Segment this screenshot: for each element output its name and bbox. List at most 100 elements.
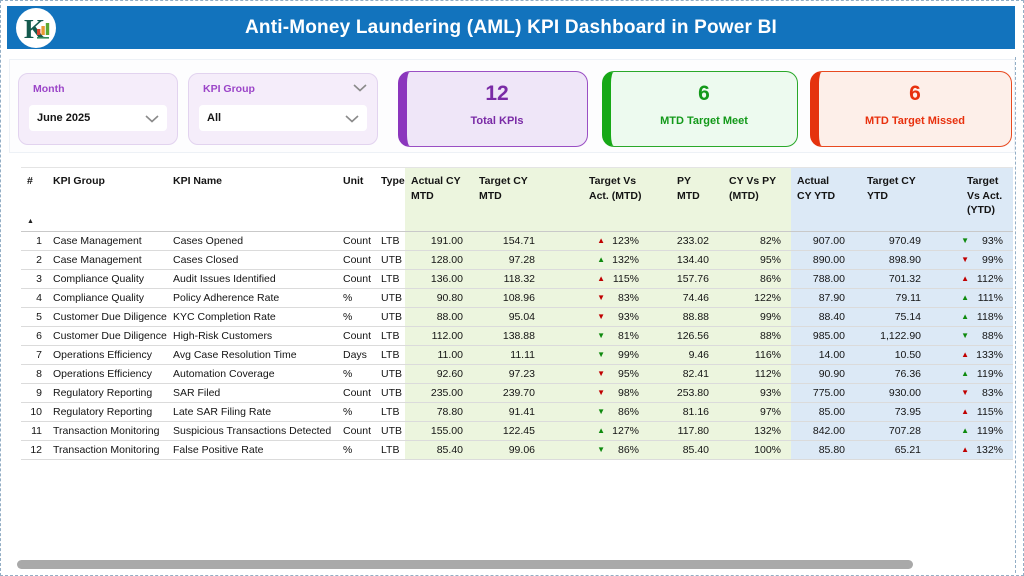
- cell-py-mtd: 74.46: [649, 288, 719, 308]
- cell-row-number: 5: [21, 307, 47, 327]
- cell-unit: Count: [337, 383, 375, 403]
- trend-arrow-icon: ▼: [597, 445, 605, 454]
- trend-arrow-icon: ▲: [961, 350, 969, 359]
- cell-type: UTB: [375, 307, 405, 327]
- chevron-down-icon[interactable]: [345, 114, 359, 123]
- cell-kpi-name: Policy Adherence Rate: [167, 288, 337, 308]
- cell-kpi-name: Late SAR Filing Rate: [167, 402, 337, 422]
- cell-actual-cy-mtd: 90.80: [405, 288, 473, 308]
- cell-py-mtd: 85.40: [649, 440, 719, 460]
- cell-cy-vs-py-mtd: 112%: [719, 364, 791, 384]
- cell-target-cy-mtd: 239.70: [473, 383, 545, 403]
- cell-target-vs-act-ytd: ▼ 99%: [931, 250, 1013, 270]
- cell-unit: %: [337, 402, 375, 422]
- col-header-target-cy-mtd[interactable]: Target CY MTD: [473, 167, 545, 232]
- kpi-group-dropdown[interactable]: All: [199, 105, 367, 131]
- kpi-group-slicer-label: KPI Group: [203, 83, 255, 95]
- company-logo: K: [13, 6, 59, 55]
- cell-row-number: 8: [21, 364, 47, 384]
- table-row[interactable]: 7 Operations Efficiency Avg Case Resolut…: [21, 345, 1013, 365]
- cell-type: UTB: [375, 288, 405, 308]
- cell-target-cy-mtd: 122.45: [473, 421, 545, 441]
- cell-type: LTB: [375, 402, 405, 422]
- col-header-kpi-group[interactable]: KPI Group: [47, 167, 167, 232]
- col-header-actual-cy-ytd[interactable]: Actual CY YTD: [791, 167, 855, 232]
- table-row[interactable]: 11 Transaction Monitoring Suspicious Tra…: [21, 421, 1013, 441]
- cell-kpi-group: Customer Due Diligence: [47, 326, 167, 346]
- month-dropdown[interactable]: June 2025: [29, 105, 167, 131]
- cell-row-number: 11: [21, 421, 47, 441]
- table-row[interactable]: 4 Compliance Quality Policy Adherence Ra…: [21, 288, 1013, 308]
- col-header-row-number[interactable]: # ▲: [21, 167, 47, 232]
- cell-actual-cy-mtd: 11.00: [405, 345, 473, 365]
- cell-target-cy-mtd: 97.28: [473, 250, 545, 270]
- trend-percent: 119%: [976, 425, 1003, 437]
- table-row[interactable]: 8 Operations Efficiency Automation Cover…: [21, 364, 1013, 384]
- cell-target-cy-mtd: 108.96: [473, 288, 545, 308]
- col-header-unit[interactable]: Unit: [337, 167, 375, 232]
- cell-actual-cy-ytd: 788.00: [791, 269, 855, 289]
- trend-percent: 119%: [976, 368, 1003, 380]
- cell-target-vs-act-ytd: ▲ 119%: [931, 421, 1013, 441]
- trend-arrow-icon: ▲: [597, 426, 605, 435]
- cell-target-vs-act-mtd: ▼ 86%: [545, 402, 649, 422]
- cell-type: LTB: [375, 326, 405, 346]
- cell-row-number: 3: [21, 269, 47, 289]
- table-row[interactable]: 1 Case Management Cases Opened Count LTB…: [21, 231, 1013, 251]
- table-row[interactable]: 5 Customer Due Diligence KYC Completion …: [21, 307, 1013, 327]
- cell-row-number: 9: [21, 383, 47, 403]
- cell-kpi-group: Regulatory Reporting: [47, 402, 167, 422]
- trend-arrow-icon: ▲: [961, 426, 969, 435]
- cell-target-vs-act-ytd: ▲ 112%: [931, 269, 1013, 289]
- table-row[interactable]: 10 Regulatory Reporting Late SAR Filing …: [21, 402, 1013, 422]
- cell-py-mtd: 82.41: [649, 364, 719, 384]
- cell-py-mtd: 233.02: [649, 231, 719, 251]
- col-header-target-cy-ytd[interactable]: Target CY YTD: [855, 167, 931, 232]
- chevron-down-icon[interactable]: [145, 114, 159, 123]
- table-row[interactable]: 3 Compliance Quality Audit Issues Identi…: [21, 269, 1013, 289]
- cell-kpi-name: Cases Closed: [167, 250, 337, 270]
- trend-percent: 86%: [617, 406, 639, 418]
- cell-target-vs-act-ytd: ▲ 132%: [931, 440, 1013, 460]
- col-header-cy-vs-py-mtd[interactable]: CY Vs PY (MTD): [719, 167, 791, 232]
- cell-target-vs-act-ytd: ▼ 88%: [931, 326, 1013, 346]
- cell-actual-cy-ytd: 85.80: [791, 440, 855, 460]
- cell-cy-vs-py-mtd: 97%: [719, 402, 791, 422]
- cell-kpi-group: Transaction Monitoring: [47, 421, 167, 441]
- chevron-down-icon[interactable]: [353, 83, 367, 92]
- col-header-actual-cy-mtd[interactable]: Actual CY MTD: [405, 167, 473, 232]
- col-header-py-mtd[interactable]: PY MTD: [649, 167, 719, 232]
- cell-py-mtd: 134.40: [649, 250, 719, 270]
- cell-row-number: 6: [21, 326, 47, 346]
- cell-unit: %: [337, 440, 375, 460]
- trend-arrow-icon: ▲: [961, 274, 969, 283]
- cell-row-number: 10: [21, 402, 47, 422]
- cell-actual-cy-ytd: 890.00: [791, 250, 855, 270]
- table-row[interactable]: 12 Transaction Monitoring False Positive…: [21, 440, 1013, 460]
- col-header-target-vs-act-ytd[interactable]: Target Vs Act. (YTD): [931, 167, 1013, 232]
- cell-actual-cy-mtd: 155.00: [405, 421, 473, 441]
- cell-actual-cy-ytd: 985.00: [791, 326, 855, 346]
- col-header-type[interactable]: Type: [375, 167, 405, 232]
- filter-panel: Month June 2025 KPI Group All 12 Total K…: [9, 59, 1015, 153]
- cell-actual-cy-ytd: 14.00: [791, 345, 855, 365]
- horizontal-scrollbar[interactable]: [17, 560, 913, 569]
- cell-kpi-group: Regulatory Reporting: [47, 383, 167, 403]
- trend-arrow-icon: ▲: [597, 236, 605, 245]
- table-row[interactable]: 9 Regulatory Reporting SAR Filed Count U…: [21, 383, 1013, 403]
- cell-unit: %: [337, 364, 375, 384]
- trend-percent: 115%: [612, 273, 639, 285]
- cell-type: LTB: [375, 231, 405, 251]
- trend-percent: 127%: [612, 425, 639, 437]
- trend-percent: 88%: [981, 330, 1003, 342]
- cell-kpi-group: Transaction Monitoring: [47, 440, 167, 460]
- cell-kpi-group: Compliance Quality: [47, 269, 167, 289]
- col-header-kpi-name[interactable]: KPI Name: [167, 167, 337, 232]
- table-row[interactable]: 2 Case Management Cases Closed Count UTB…: [21, 250, 1013, 270]
- cell-target-cy-mtd: 95.04: [473, 307, 545, 327]
- table-row[interactable]: 6 Customer Due Diligence High-Risk Custo…: [21, 326, 1013, 346]
- trend-arrow-icon: ▼: [961, 388, 969, 397]
- trend-percent: 133%: [976, 349, 1003, 361]
- col-header-target-vs-act-mtd[interactable]: Target Vs Act. (MTD): [545, 167, 649, 232]
